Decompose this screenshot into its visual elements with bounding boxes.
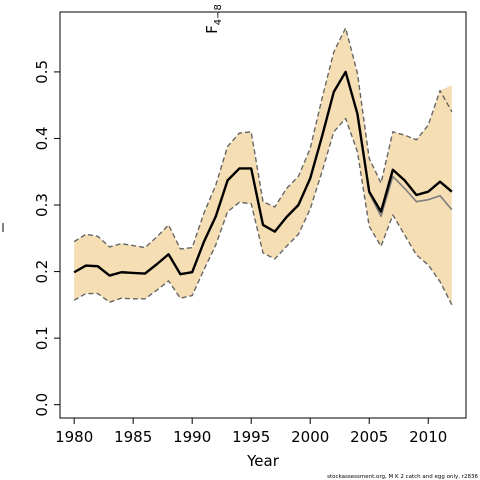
y-tick-label: 0.2 bbox=[33, 260, 51, 284]
upper-bound-line bbox=[73, 27, 453, 250]
y-axis-label-main: F bbox=[203, 25, 221, 34]
x-tick-label: 2000 bbox=[291, 428, 329, 446]
lower-bound-line bbox=[73, 117, 453, 306]
y-tick-label: 0.4 bbox=[33, 127, 51, 151]
series-lines bbox=[73, 27, 453, 306]
credit-text: stockassessment.org, M K 2 catch and egg… bbox=[327, 474, 478, 480]
confidence-band bbox=[74, 27, 452, 305]
y-axis: 0.0 0.1 0.2 0.3 0.4 0.5 bbox=[33, 60, 60, 417]
confidence-band-area bbox=[74, 27, 452, 305]
plot-frame bbox=[59, 11, 467, 419]
x-tick-label: 1980 bbox=[55, 428, 93, 446]
y-axis-label: F4−8 bbox=[2, 4, 224, 232]
x-axis: 1980 1985 1990 1995 2000 2005 2010 bbox=[55, 418, 447, 446]
x-axis-label: Year bbox=[246, 452, 280, 470]
x-tick-label: 1985 bbox=[114, 428, 152, 446]
y-tick-label: 0.3 bbox=[33, 193, 51, 217]
svg-text:F4−8: F4−8 bbox=[203, 4, 224, 34]
x-tick-label: 2005 bbox=[350, 428, 388, 446]
y-tick-label: 0.5 bbox=[33, 60, 51, 84]
x-tick-label: 2010 bbox=[409, 428, 447, 446]
y-tick-label: 0.0 bbox=[33, 393, 51, 417]
x-tick-label: 1995 bbox=[232, 428, 270, 446]
y-axis-label-subscript: 4−8 bbox=[213, 4, 224, 25]
x-tick-label: 1990 bbox=[173, 428, 211, 446]
estimate-line bbox=[73, 70, 453, 277]
y-tick-label: 0.1 bbox=[33, 326, 51, 350]
